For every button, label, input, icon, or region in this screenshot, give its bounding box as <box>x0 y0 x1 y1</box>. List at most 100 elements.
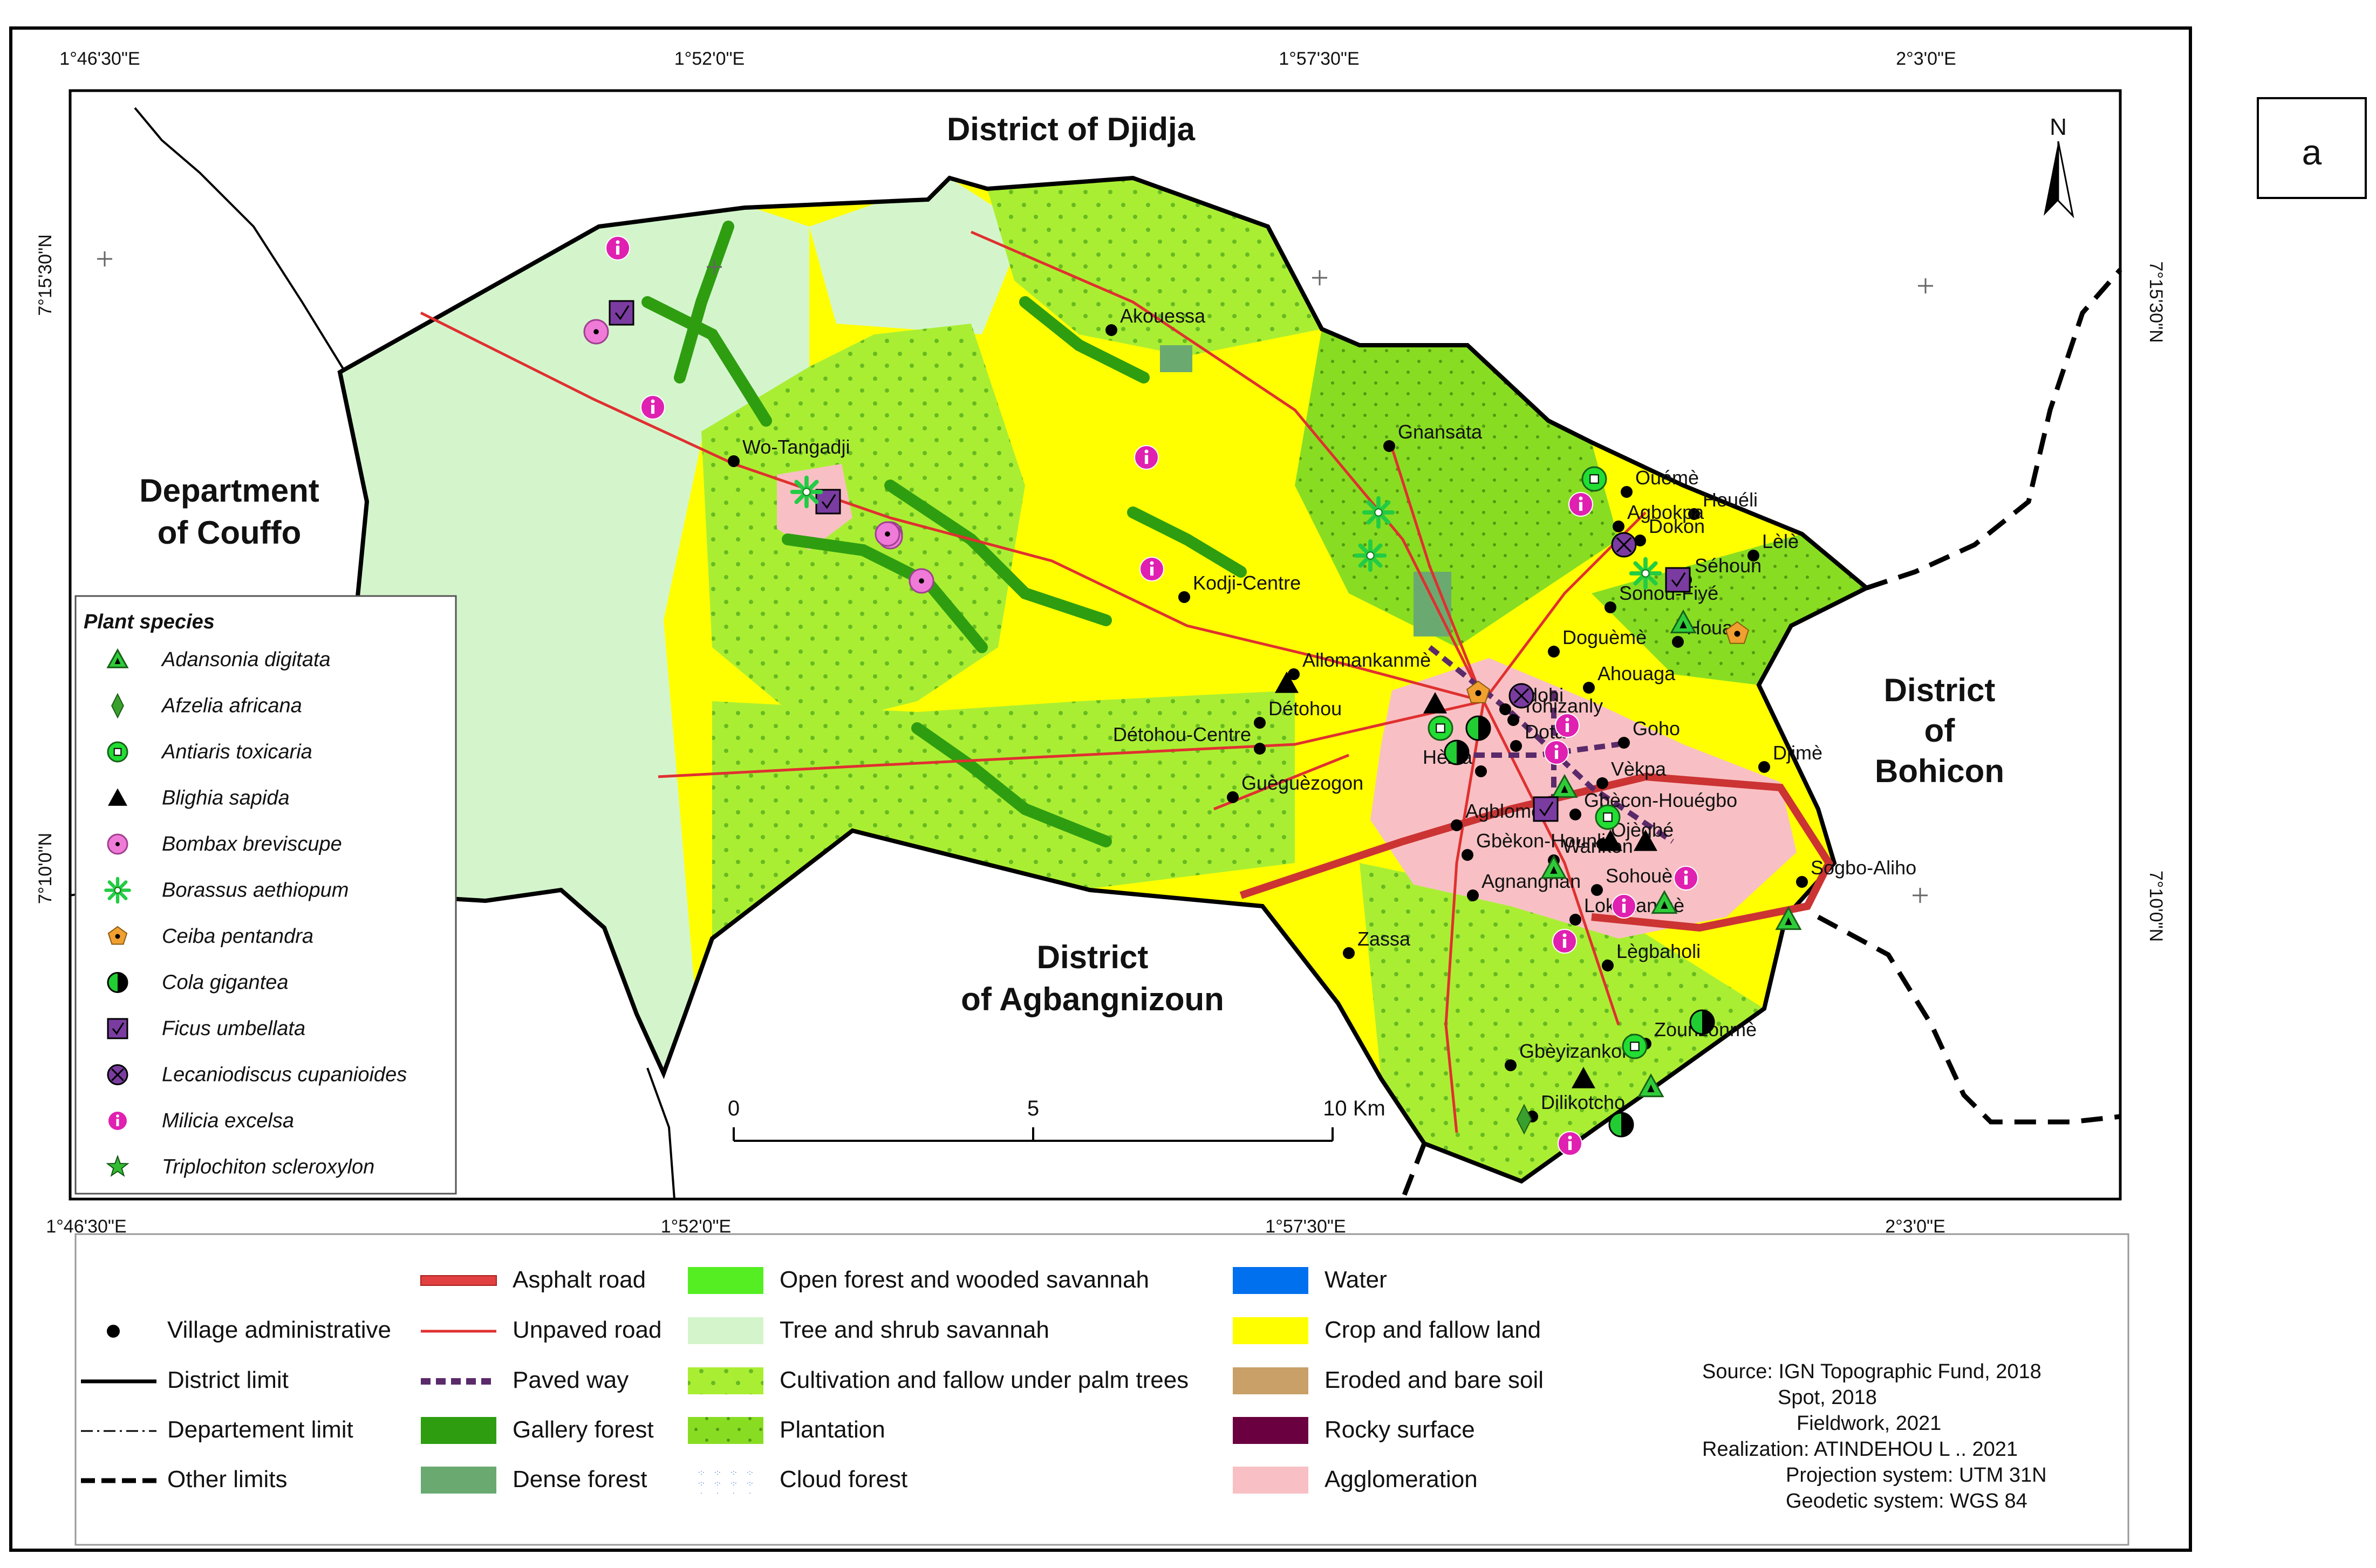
square-purple-icon <box>107 1018 128 1039</box>
square-purple-icon <box>1665 567 1691 593</box>
village-dot <box>1596 777 1608 789</box>
village-label: Tohizanly <box>1522 695 1603 717</box>
swatch-icon <box>1233 1267 1308 1294</box>
plant-legend-item: Ceiba pentandra <box>107 925 313 948</box>
village-dot <box>1634 535 1646 546</box>
village: Agbokpa <box>1613 501 1704 532</box>
village-label: Agblomè <box>1465 800 1542 822</box>
lat-label-left: 7°10'0"N <box>35 833 56 904</box>
swatch-icon <box>1233 1367 1308 1394</box>
legend-item: Other limits <box>81 1466 287 1492</box>
village: Lèlè <box>1747 530 1799 562</box>
source-line: Projection system: UTM 31N <box>1786 1464 2047 1487</box>
village-dot <box>1254 743 1266 755</box>
village-label: Ahouaga <box>1597 662 1676 684</box>
half-circle-green-icon <box>1608 1112 1634 1138</box>
village-dot <box>1591 884 1603 896</box>
coordinate-labels: 1°46'30"E 1°52'0"E 1°57'30"E 2°3'0"E 1°4… <box>35 49 2166 1237</box>
plant-occurrences <box>583 236 1802 1156</box>
legend-label: Gallery forest <box>513 1416 654 1443</box>
plant-legend-title: Plant species <box>84 611 215 633</box>
plant-legend-label: Blighia sapida <box>162 787 290 810</box>
region-djidja: District of Djidja <box>947 111 1196 147</box>
region-couffo: of Couffo <box>158 515 302 551</box>
triangle-black-icon <box>1599 830 1622 851</box>
scale-label: 0 <box>728 1097 740 1120</box>
square-purple-icon <box>1533 796 1559 822</box>
plant-legend-label: Borassus aethiopum <box>162 879 349 902</box>
triangle-green-icon <box>1775 906 1802 930</box>
region-bohicon: Bohicon <box>1875 753 2004 789</box>
village-dot <box>1613 521 1624 532</box>
region-bohicon: of <box>1924 713 1956 749</box>
legend-item: Rocky surface <box>1233 1416 1475 1444</box>
village: Ouémè <box>1621 467 1699 498</box>
legend-item: Agglomeration <box>1233 1466 1478 1494</box>
village-label: Gbèkon-Hounli <box>1476 830 1606 852</box>
village: Dokon <box>1634 515 1705 546</box>
village-label: Dilikotcho <box>1541 1091 1625 1113</box>
legend-item: Gallery forest <box>421 1416 654 1444</box>
village: Tohizanly <box>1507 695 1603 726</box>
village-label: Vèkpa <box>1611 758 1667 780</box>
half-circle-green-icon <box>1689 1009 1715 1035</box>
swatch-icon <box>688 1317 763 1344</box>
triangle-green-icon <box>1540 854 1567 879</box>
village-dot <box>1462 849 1473 861</box>
village: Zassa <box>1343 928 1411 959</box>
circle-x-purple-icon <box>1611 532 1637 558</box>
info-magenta-icon <box>1544 740 1569 765</box>
village-label: Ouémè <box>1635 467 1699 489</box>
swatch-icon <box>421 1417 496 1444</box>
plant-legend-label: Ceiba pentandra <box>162 925 313 948</box>
village-dot <box>1747 550 1759 562</box>
source-line: Geodetic system: WGS 84 <box>1786 1490 2027 1512</box>
legend-item: Cloud forest <box>688 1466 907 1494</box>
legend-label: Agglomeration <box>1324 1466 1478 1492</box>
village: Guèguèzogon <box>1227 772 1363 803</box>
village-dot <box>1688 508 1700 520</box>
legend-item: Dense forest <box>421 1466 647 1494</box>
region-labels: District of Djidja Department of Couffo … <box>139 111 2004 1017</box>
village: Détohou <box>1254 697 1342 729</box>
village-label: Akouessa <box>1120 305 1206 327</box>
village: Vèkpa <box>1596 758 1667 789</box>
legend-label: Tree and shrub savannah <box>780 1317 1049 1343</box>
village: Kodji-Centre <box>1178 572 1301 603</box>
village: Goho <box>1618 717 1680 749</box>
village-dot <box>1618 737 1630 749</box>
village-label: Goho <box>1633 717 1680 740</box>
plant-legend-label: Lecaniodiscus cupanioides <box>162 1064 407 1086</box>
village-dot <box>1475 765 1487 777</box>
info-magenta-icon <box>107 1111 128 1131</box>
legend-item: Plantation <box>688 1416 885 1444</box>
asterisk-green-icon <box>104 877 131 904</box>
village: Allomankanmè <box>1288 649 1431 680</box>
legend-item: Cultivation and fallow under palm trees <box>688 1367 1189 1394</box>
info-magenta-icon <box>605 236 630 261</box>
source-block: Source: IGN Topographic Fund, 2018 Spot, … <box>1702 1360 2047 1512</box>
asterisk-green-icon <box>1362 496 1395 529</box>
scale-label: 5 <box>1027 1097 1039 1120</box>
legend-label: Departement limit <box>167 1416 353 1443</box>
outer-frame <box>9 26 2192 1552</box>
legend-item: Tree and shrub savannah <box>688 1317 1049 1344</box>
circle-star-pink-icon <box>909 568 934 594</box>
village: Ahouaga <box>1583 662 1676 694</box>
plant-legend: Plant species Adansonia digitata Afzelia … <box>74 595 457 1195</box>
legend-label: Eroded and bare soil <box>1324 1367 1544 1393</box>
asterisk-green-icon <box>1629 557 1662 590</box>
village: Lègbaholi <box>1602 940 1701 971</box>
asterisk-green-icon <box>790 475 823 509</box>
legend-item: Open forest and wooded savannah <box>688 1266 1149 1294</box>
legend-label: Village administrative <box>167 1317 391 1343</box>
plant-legend-item: Ficus umbellata <box>107 1017 305 1040</box>
info-magenta-icon <box>1552 929 1577 954</box>
legend-label: Cloud forest <box>780 1466 907 1492</box>
asphalt-icon <box>420 1275 497 1286</box>
plant-legend-item: Antiaris toxicaria <box>107 741 312 763</box>
circle-star-pink-icon <box>107 833 128 855</box>
village: Sohouè <box>1591 865 1672 896</box>
pentagon-orange-icon <box>1725 621 1750 644</box>
plant-legend-label: Triplochiton scleroxylon <box>162 1156 374 1179</box>
